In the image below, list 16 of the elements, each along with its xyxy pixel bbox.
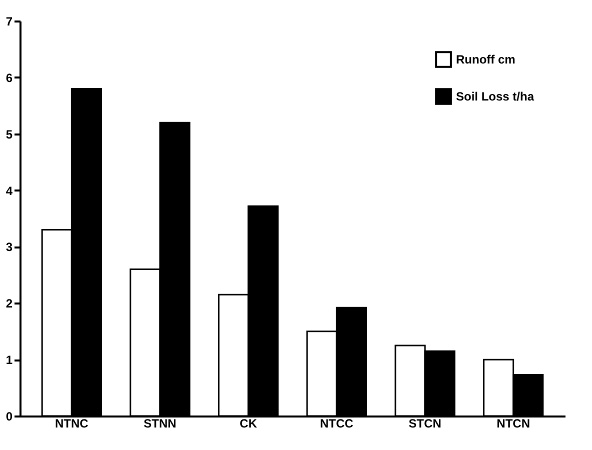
y-tick-label: 5 xyxy=(6,127,13,142)
x-tick-label: NTCN xyxy=(496,416,530,430)
x-tick-label: CK xyxy=(240,416,258,430)
y-tick-label: 4 xyxy=(6,184,13,198)
y-tick-label: 6 xyxy=(6,70,13,85)
y-tick-label: 2 xyxy=(6,296,13,311)
y-tick-label: 0 xyxy=(6,410,13,424)
y-tick-label: 1 xyxy=(6,353,13,368)
x-tick-label: STNN xyxy=(144,416,176,430)
x-tick-label: STCN xyxy=(408,416,442,430)
y-tick-label: 3 xyxy=(6,240,13,254)
y-tick-label: 7 xyxy=(6,14,13,28)
legend-label: Runoff cm xyxy=(456,52,516,66)
legend-label: Soil Loss t/ha xyxy=(456,90,534,104)
x-tick-label: NTNC xyxy=(55,416,89,430)
x-tick-label: NTCC xyxy=(320,416,354,430)
